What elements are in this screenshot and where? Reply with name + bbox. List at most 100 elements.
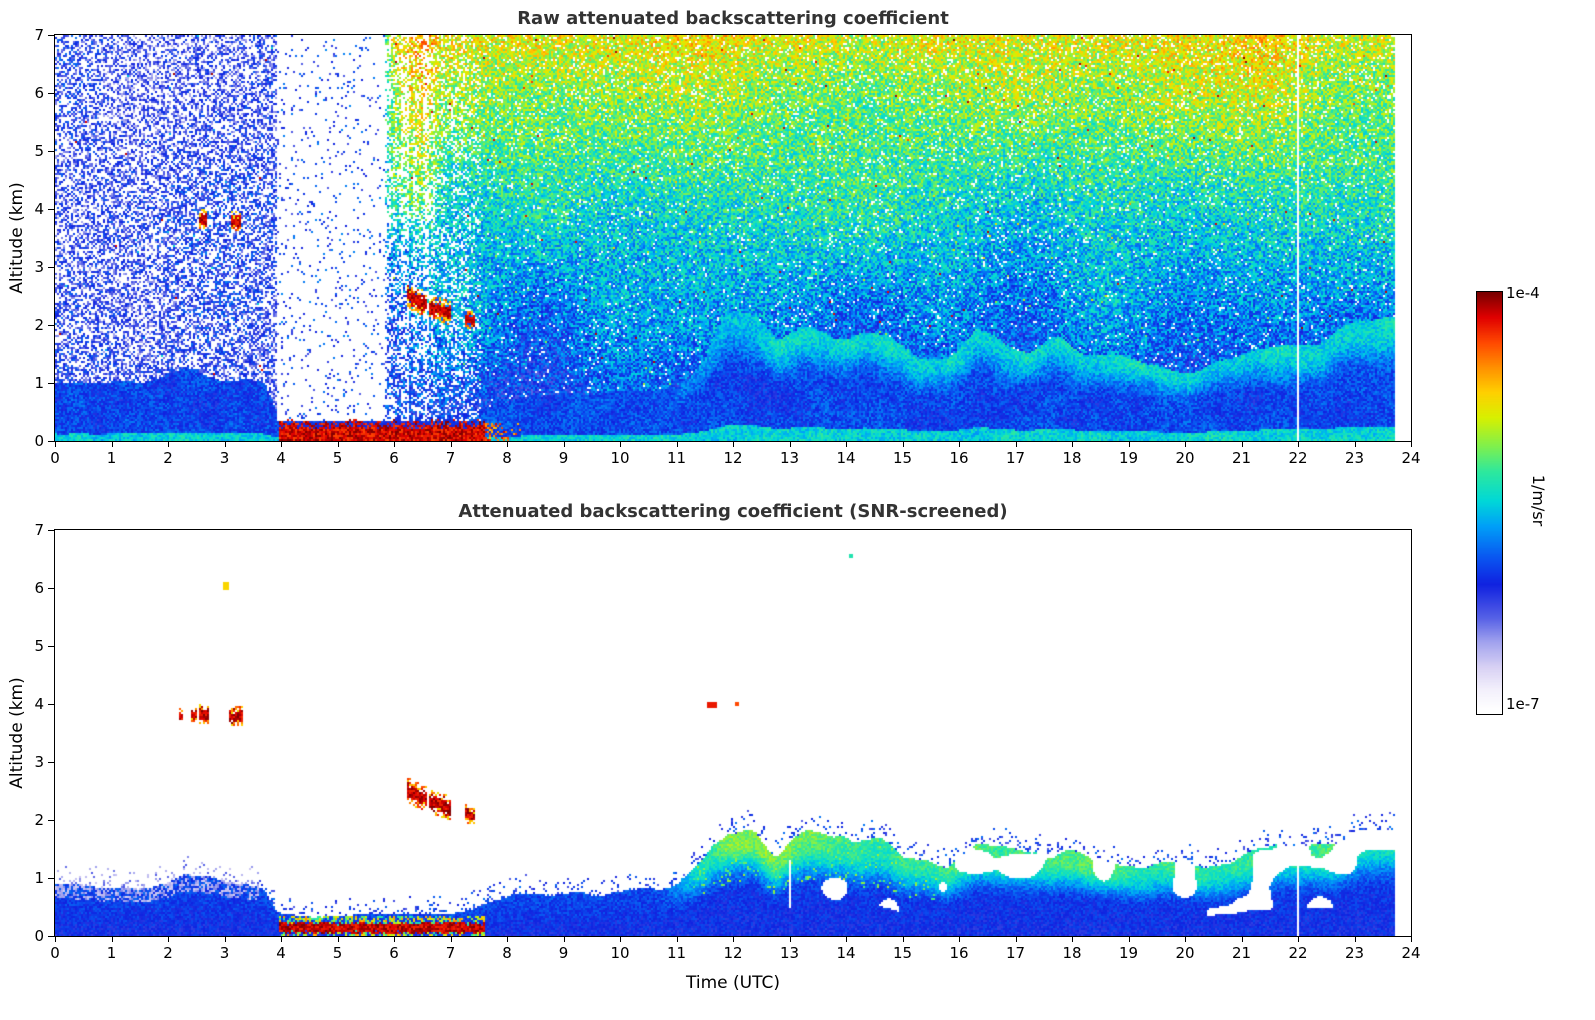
x-tick-mark bbox=[168, 442, 169, 447]
x-tick-label: 17 bbox=[1005, 944, 1026, 962]
x-tick-label: 18 bbox=[1062, 449, 1082, 467]
x-tick-label: 10 bbox=[610, 944, 630, 962]
x-tick-label: 11 bbox=[666, 944, 687, 962]
x-tick-mark bbox=[1072, 442, 1073, 447]
x-tick-mark bbox=[224, 442, 226, 447]
x-tick-mark bbox=[959, 937, 960, 942]
x-tick-mark bbox=[450, 442, 452, 447]
x-tick-mark bbox=[1015, 937, 1017, 942]
x-tick-mark bbox=[789, 442, 791, 447]
x-tick-label: 16 bbox=[949, 449, 969, 467]
x-tick-mark bbox=[1241, 442, 1243, 447]
x-tick-label: 16 bbox=[949, 944, 969, 962]
y-tick-label: 4 bbox=[34, 695, 44, 713]
y-tick-label: 0 bbox=[34, 432, 44, 450]
colorbar-max-label: 1e-4 bbox=[1506, 284, 1540, 302]
x-tick-mark bbox=[676, 442, 678, 447]
y-tick-mark bbox=[48, 209, 54, 210]
x-tick-mark bbox=[337, 442, 339, 447]
y-tick-mark bbox=[48, 383, 54, 384]
x-tick-label: 8 bbox=[502, 944, 512, 962]
x-tick-label: 3 bbox=[219, 944, 230, 962]
x-tick-label: 3 bbox=[219, 449, 230, 467]
x-tick-mark bbox=[55, 442, 56, 447]
y-tick-label: 4 bbox=[34, 200, 44, 218]
x-tick-mark bbox=[1128, 442, 1130, 447]
y-tick-mark bbox=[48, 530, 54, 531]
y-tick-mark bbox=[48, 704, 54, 705]
x-tick-mark bbox=[620, 442, 621, 447]
x-tick-label: 1 bbox=[106, 944, 117, 962]
screened-backscatter-panel bbox=[54, 529, 1412, 937]
x-tick-label: 23 bbox=[1344, 449, 1365, 467]
x-tick-mark bbox=[394, 937, 395, 942]
x-tick-label: 14 bbox=[836, 449, 856, 467]
x-tick-label: 22 bbox=[1288, 449, 1308, 467]
x-tick-label: 7 bbox=[445, 449, 456, 467]
x-tick-label: 9 bbox=[558, 449, 569, 467]
y-tick-mark bbox=[48, 93, 54, 94]
x-tick-mark bbox=[902, 442, 904, 447]
y-tick-label: 5 bbox=[34, 142, 44, 160]
x-tick-label: 9 bbox=[558, 944, 569, 962]
colorbar-gradient bbox=[1477, 292, 1502, 710]
x-tick-label: 5 bbox=[332, 449, 343, 467]
x-tick-mark bbox=[1411, 442, 1412, 447]
y-tick-mark bbox=[48, 878, 54, 879]
y-tick-mark bbox=[48, 588, 54, 589]
y-tick-mark bbox=[48, 267, 54, 268]
x-tick-label: 12 bbox=[723, 944, 743, 962]
x-tick-mark bbox=[1015, 442, 1017, 447]
x-tick-label: 6 bbox=[389, 944, 399, 962]
x-tick-mark bbox=[676, 937, 678, 942]
x-tick-mark bbox=[902, 937, 904, 942]
x-tick-mark bbox=[620, 937, 621, 942]
x-tick-mark bbox=[281, 442, 282, 447]
x-tick-label: 20 bbox=[1175, 449, 1195, 467]
y-tick-label: 7 bbox=[34, 26, 44, 44]
raw-y-axis-label: Altitude (km) bbox=[7, 182, 28, 294]
x-tick-label: 5 bbox=[332, 944, 343, 962]
screened-panel-title: Attenuated backscattering coefficient (S… bbox=[458, 501, 1008, 522]
x-tick-mark bbox=[224, 937, 226, 942]
x-tick-label: 22 bbox=[1288, 944, 1308, 962]
x-tick-label: 13 bbox=[779, 449, 800, 467]
x-tick-label: 1 bbox=[106, 449, 117, 467]
x-tick-label: 20 bbox=[1175, 944, 1195, 962]
y-tick-label: 6 bbox=[34, 84, 44, 102]
x-tick-mark bbox=[1354, 937, 1356, 942]
x-tick-mark bbox=[846, 937, 847, 942]
x-tick-label: 12 bbox=[723, 449, 743, 467]
x-tick-label: 0 bbox=[50, 944, 60, 962]
x-tick-mark bbox=[1298, 442, 1299, 447]
x-tick-mark bbox=[111, 937, 113, 942]
colorbar-units-box: 1/m/sr bbox=[1504, 291, 1574, 709]
x-tick-label: 23 bbox=[1344, 944, 1365, 962]
x-tick-mark bbox=[959, 442, 960, 447]
x-tick-label: 15 bbox=[892, 449, 913, 467]
x-tick-label: 17 bbox=[1005, 449, 1026, 467]
x-tick-mark bbox=[1185, 937, 1186, 942]
x-tick-label: 2 bbox=[163, 449, 173, 467]
x-axis-label: Time (UTC) bbox=[686, 973, 780, 993]
x-tick-mark bbox=[281, 937, 282, 942]
x-tick-label: 6 bbox=[389, 449, 399, 467]
y-tick-mark bbox=[48, 936, 54, 937]
x-tick-label: 11 bbox=[666, 449, 687, 467]
raw-backscatter-panel bbox=[54, 34, 1412, 442]
y-tick-label: 6 bbox=[34, 579, 44, 597]
x-tick-mark bbox=[450, 937, 452, 942]
colorbar-min-label: 1e-7 bbox=[1506, 695, 1540, 713]
x-tick-label: 24 bbox=[1401, 449, 1421, 467]
colorbar bbox=[1476, 291, 1503, 715]
x-tick-mark bbox=[1298, 937, 1299, 942]
x-tick-label: 19 bbox=[1118, 449, 1139, 467]
x-tick-mark bbox=[563, 442, 565, 447]
x-tick-mark bbox=[1354, 442, 1356, 447]
x-tick-label: 7 bbox=[445, 944, 456, 962]
x-tick-label: 19 bbox=[1118, 944, 1139, 962]
raw-panel-title: Raw attenuated backscattering coefficien… bbox=[517, 8, 949, 29]
x-tick-mark bbox=[168, 937, 169, 942]
y-tick-label: 1 bbox=[34, 374, 44, 392]
